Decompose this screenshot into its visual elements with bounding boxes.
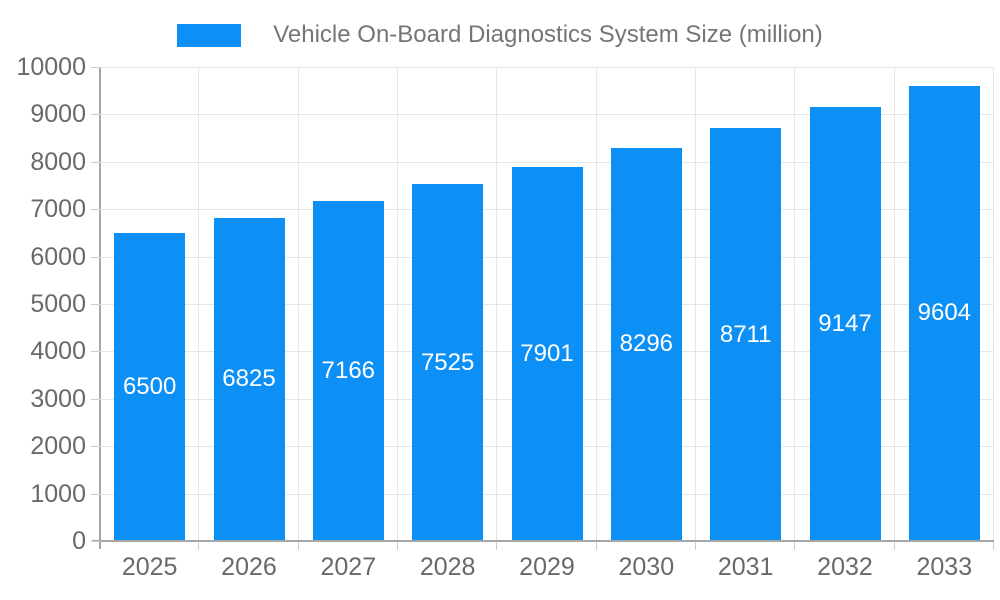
- x-axis-tick: [496, 542, 498, 550]
- gridline-v: [297, 67, 299, 541]
- bar: 9147: [809, 107, 881, 541]
- gridline-v: [695, 67, 696, 541]
- y-axis-label: 0: [72, 527, 86, 555]
- gridline-v: [893, 67, 895, 541]
- bar: 7525: [412, 184, 484, 541]
- x-axis-tick: [695, 542, 696, 550]
- gridline-v: [794, 67, 796, 541]
- bar: 7901: [511, 166, 583, 541]
- x-axis-line: [92, 540, 994, 542]
- x-axis-tick: [297, 542, 299, 550]
- plot-area: 6500 6825 7166 7525 7901 8296 8711 9147 9604: [100, 67, 994, 541]
- gridline-v: [993, 67, 994, 541]
- y-axis-tick: [91, 114, 100, 116]
- gridline-v: [595, 67, 597, 541]
- bar-value-label: 7166: [321, 357, 376, 385]
- bar-value-label: 8296: [619, 330, 674, 358]
- x-axis-tick: [198, 542, 200, 550]
- x-axis-label: 2026: [221, 553, 277, 581]
- y-axis-label: 10000: [16, 53, 86, 81]
- y-axis-label: 9000: [30, 100, 86, 129]
- bar-value-label: 6825: [222, 365, 276, 393]
- y-axis-tick: [91, 209, 100, 211]
- y-axis-label: 3000: [30, 384, 86, 413]
- gridline-h: [100, 114, 994, 116]
- bar-value-label: 9147: [818, 310, 872, 338]
- x-axis-label: 2025: [121, 553, 178, 581]
- bar-value-label: 7901: [520, 339, 574, 367]
- x-axis-tick: [993, 542, 994, 550]
- x-axis-label: 2032: [817, 553, 873, 581]
- bar-value-label: 9604: [917, 299, 972, 327]
- y-axis-tick: [91, 446, 100, 448]
- y-axis-tick: [91, 493, 100, 495]
- y-axis-label: 7000: [30, 195, 86, 224]
- y-axis-label: 5000: [30, 290, 86, 318]
- x-axis-label: 2028: [419, 553, 476, 581]
- bar-value-label: 7525: [420, 348, 475, 376]
- x-axis-label: 2029: [519, 553, 575, 581]
- bar: 6825: [213, 217, 285, 541]
- x-axis-label: 2027: [320, 553, 377, 581]
- bar: 7166: [312, 201, 384, 541]
- gridline-h: [100, 161, 994, 163]
- bar: 6500: [114, 232, 186, 541]
- x-axis-tick: [595, 542, 597, 550]
- y-axis-label: 8000: [30, 147, 86, 176]
- x-axis-label: 2031: [717, 553, 774, 581]
- bar: 9604: [908, 85, 980, 541]
- y-axis-label: 2000: [30, 432, 86, 461]
- bar-value-label: 8711: [719, 320, 772, 348]
- y-axis-tick: [91, 351, 100, 353]
- gridline-v: [496, 67, 498, 541]
- y-axis-tick: [91, 161, 100, 163]
- y-axis-tick: [91, 398, 100, 400]
- x-axis-tick: [397, 542, 398, 550]
- y-axis-tick: [91, 67, 100, 68]
- y-axis-tick: [91, 541, 100, 542]
- bar: 8711: [710, 128, 782, 541]
- gridline-v: [397, 67, 398, 541]
- x-axis-tick: [893, 542, 895, 550]
- chart-title: Vehicle On-Board Diagnostics System Size…: [273, 21, 823, 48]
- bar: 8296: [610, 147, 682, 541]
- y-axis-line: [99, 67, 101, 549]
- y-axis-tick: [91, 256, 100, 258]
- x-axis-label: 2033: [916, 553, 973, 581]
- y-axis-tick: [91, 304, 100, 305]
- x-axis-label: 2030: [618, 553, 675, 581]
- gridline-v: [198, 67, 200, 541]
- chart-legend: Vehicle On-Board Diagnostics System Size…: [0, 21, 1000, 49]
- x-axis-tick: [794, 542, 796, 550]
- y-axis-label: 1000: [30, 479, 86, 508]
- y-axis-label: 6000: [30, 242, 86, 271]
- legend-swatch: [177, 23, 242, 47]
- gridline-h: [100, 67, 994, 68]
- bar-value-label: 6500: [122, 372, 177, 400]
- y-axis-label: 4000: [30, 337, 86, 366]
